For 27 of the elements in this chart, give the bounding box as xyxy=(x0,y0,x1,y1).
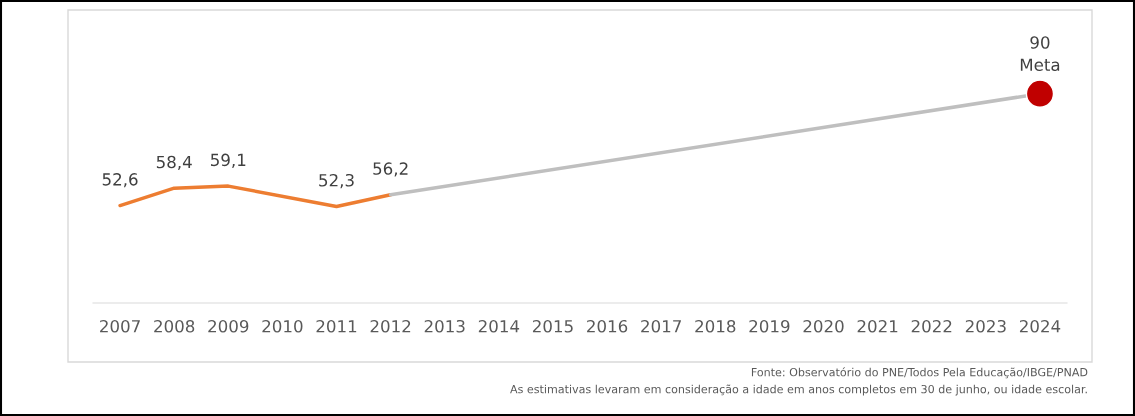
x-tick-label: 2010 xyxy=(262,319,303,333)
x-tick-label: 2009 xyxy=(208,319,249,333)
x-tick-label: 2019 xyxy=(749,319,790,333)
data-label: 59,1 xyxy=(211,153,246,168)
data-label: 52,6 xyxy=(102,173,138,188)
x-tick-label: 2012 xyxy=(370,319,411,333)
x-tick-label: 2016 xyxy=(587,319,628,333)
x-tick-label: 2007 xyxy=(100,319,140,333)
x-tick-label: 2018 xyxy=(695,319,736,333)
x-tick-label: 2015 xyxy=(532,319,573,333)
data-label: 52,3 xyxy=(319,173,354,189)
series-label: Meta xyxy=(1020,58,1060,72)
x-tick-label: 2017 xyxy=(641,319,681,333)
data-label: 90 xyxy=(1030,36,1050,49)
x-tick-label: 2020 xyxy=(803,319,844,333)
x-tick-label: 2021 xyxy=(857,319,898,333)
text: As estimativas levaram em consideração a idade em anos completos em 30 de junho, ou idade escolar. xyxy=(510,384,1087,396)
x-tick-label: 2008 xyxy=(154,319,195,333)
x-tick-label: 2011 xyxy=(316,319,357,333)
x-tick-label: 2013 xyxy=(424,319,465,333)
source-note: Fonte: Observatório do PNE/Todos Pela Educação/IBGE/PNAD xyxy=(751,367,1088,379)
x-tick-label: 2023 xyxy=(965,319,1006,333)
x-tick-label: 2024 xyxy=(1019,319,1061,333)
x-tick-label: 2022 xyxy=(911,319,952,333)
x-tick-label: 2014 xyxy=(478,319,520,333)
data-label: 56,2 xyxy=(373,162,408,177)
data-label: 58,4 xyxy=(156,155,192,170)
